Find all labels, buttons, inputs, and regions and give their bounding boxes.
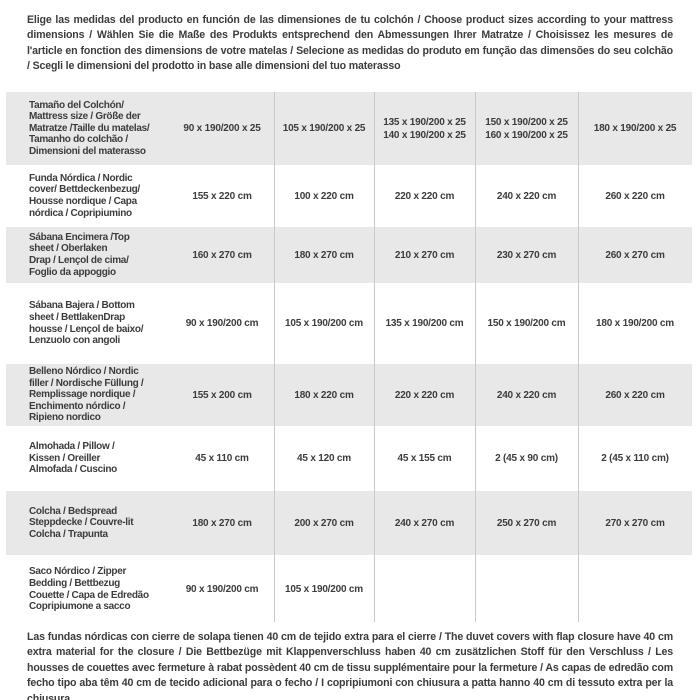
size-table: Tamaño del Colchón/ Mattress size / Größ… — [6, 92, 692, 622]
table-row-pillow: Almohada / Pillow / Kissen / Oreiller Al… — [6, 428, 692, 491]
intro-text: Elige las medidas del producto en funció… — [27, 14, 673, 73]
size-cell: 155 x 200 cm — [192, 389, 252, 401]
size-cell: 200 x 270 cm — [294, 517, 354, 529]
size-cell: 230 x 270 cm — [496, 249, 557, 261]
size-cell: 220 x 220 cm — [394, 190, 455, 202]
size-cell — [578, 557, 692, 622]
size-cell: 260 x 270 cm — [605, 249, 665, 261]
size-cell: 240 x 220 cm — [496, 190, 557, 202]
size-cell: 45 x 120 cm — [297, 453, 351, 464]
table-row-zipper-bedding: Saco Nórdico / Zipper Bedding / Bettbezu… — [6, 557, 692, 622]
size-cell: 180 x 270 cm — [294, 249, 354, 261]
row-label: Funda Nórdica / Nordic cover/ Bettdecken… — [29, 172, 140, 219]
size-cell: 180 x 190/200 x 25 — [593, 123, 677, 134]
size-cell: 180 x 190/200 cm — [596, 318, 674, 329]
size-cell: 220 x 220 cm — [394, 389, 455, 401]
size-cell: 105 x 190/200 cm — [285, 584, 363, 595]
size-cell — [374, 557, 475, 622]
size-cell: 210 x 270 cm — [394, 249, 455, 261]
size-cell: 160 x 270 cm — [192, 249, 252, 261]
column-divider — [475, 92, 476, 622]
size-cell — [475, 557, 578, 622]
size-cell: 135 x 190/200 x 25 140 x 190/200 x 25 — [383, 116, 466, 141]
row-label: Sábana Encimera /Top sheet / Oberlaken D… — [29, 231, 130, 278]
size-cell: 105 x 190/200 x 25 — [282, 123, 366, 134]
size-cell: 260 x 220 cm — [605, 389, 665, 401]
row-label: Almohada / Pillow / Kissen / Oreiller Al… — [29, 441, 117, 476]
size-cell: 260 x 220 cm — [605, 190, 665, 202]
table-row-top-sheet: Sábana Encimera /Top sheet / Oberlaken D… — [6, 227, 692, 285]
size-cell: 90 x 190/200 cm — [185, 584, 259, 595]
size-cell: 240 x 270 cm — [394, 517, 455, 529]
row-label: Sábana Bajera / Bottom sheet / Bettlaken… — [29, 300, 144, 347]
size-cell: 45 x 110 cm — [195, 453, 249, 464]
size-cell: 105 x 190/200 cm — [285, 318, 363, 329]
row-label: Tamaño del Colchón/ Mattress size / Größ… — [29, 99, 150, 157]
size-cell: 2 (45 x 90 cm) — [495, 453, 558, 464]
size-cell: 180 x 270 cm — [192, 517, 252, 529]
size-cell: 250 x 270 cm — [496, 517, 557, 529]
table-row-nordic-cover: Funda Nórdica / Nordic cover/ Bettdecken… — [6, 167, 692, 227]
column-divider — [374, 92, 375, 622]
size-cell: 100 x 220 cm — [294, 190, 354, 202]
size-cell: 155 x 220 cm — [192, 190, 252, 202]
size-cell: 180 x 220 cm — [294, 389, 354, 401]
size-cell: 150 x 190/200 cm — [487, 318, 566, 329]
size-cell: 240 x 220 cm — [496, 389, 557, 401]
footnote-text: Las fundas nórdicas con cierre de solapa… — [27, 631, 673, 700]
size-cell: 135 x 190/200 cm — [385, 318, 464, 329]
size-cell: 270 x 270 cm — [605, 517, 665, 529]
column-divider — [578, 92, 579, 622]
size-cell: 90 x 190/200 cm — [185, 318, 259, 329]
size-cell: 45 x 155 cm — [397, 453, 452, 464]
table-row-nordic-filler: Belleno Nórdico / Nordic filler / Nordis… — [6, 364, 692, 428]
size-cell: 90 x 190/200 x 25 — [183, 123, 261, 134]
row-label: Colcha / Bedspread Steppdecke / Couvre-l… — [29, 505, 134, 540]
table-row-mattress-size: Tamaño del Colchón/ Mattress size / Größ… — [6, 92, 692, 167]
table-row-bottom-sheet: Sábana Bajera / Bottom sheet / Bettlaken… — [6, 285, 692, 364]
row-label: Saco Nórdico / Zipper Bedding / Bettbezu… — [29, 566, 149, 613]
table-row-bedspread: Colcha / Bedspread Steppdecke / Couvre-l… — [6, 491, 692, 557]
size-cell: 150 x 190/200 x 25 160 x 190/200 x 25 — [485, 116, 568, 141]
row-label: Belleno Nórdico / Nordic filler / Nordis… — [29, 366, 144, 424]
size-cell: 2 (45 x 110 cm) — [601, 453, 669, 464]
column-divider — [274, 92, 275, 622]
